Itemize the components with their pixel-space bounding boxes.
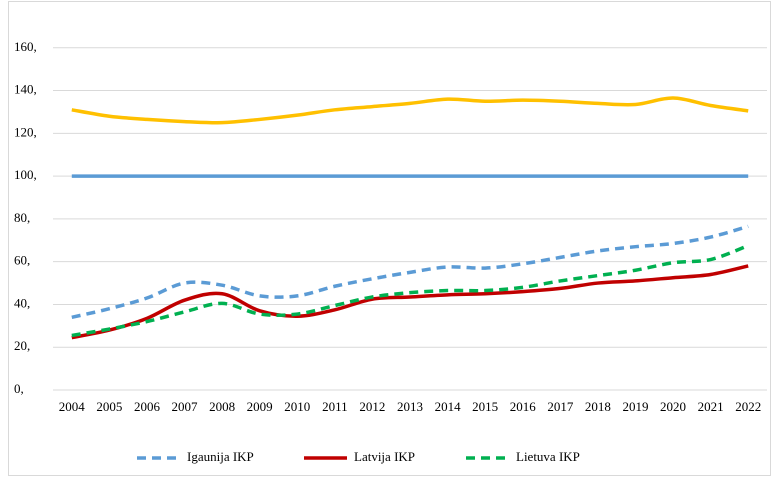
series-line	[71, 224, 749, 319]
series-line	[71, 243, 749, 338]
x-tick-label: 2013	[397, 399, 423, 414]
y-tick-label: 80,	[14, 210, 30, 225]
y-tick-label: 60,	[14, 253, 30, 268]
x-tick-label: 2015	[472, 399, 498, 414]
y-tick-label: 160,	[14, 39, 37, 54]
x-tick-label: 2014	[435, 399, 462, 414]
y-tick-label: 0,	[14, 381, 24, 396]
legend-label: Igaunija IKP	[187, 449, 254, 464]
y-tick-label: 20,	[14, 338, 30, 353]
x-tick-label: 2008	[209, 399, 235, 414]
series-line	[71, 264, 749, 340]
y-tick-label: 100,	[14, 167, 37, 182]
x-tick-label: 2004	[59, 399, 86, 414]
x-tick-label: 2009	[247, 399, 273, 414]
y-tick-label: 120,	[14, 124, 37, 139]
y-tick-label: 40,	[14, 295, 30, 310]
x-tick-label: 2017	[547, 399, 574, 414]
x-tick-label: 2005	[96, 399, 122, 414]
x-tick-label: 2016	[510, 399, 537, 414]
legend-label: Latvija IKP	[354, 449, 415, 464]
x-tick-label: 2019	[622, 399, 648, 414]
legend-label: Lietuva IKP	[516, 449, 580, 464]
y-tick-label: 140,	[14, 82, 37, 97]
x-tick-label: 2006	[134, 399, 161, 414]
series-line	[71, 96, 749, 125]
x-tick-label: 2012	[359, 399, 385, 414]
x-tick-label: 2022	[735, 399, 761, 414]
chart-border	[8, 1, 771, 476]
x-tick-label: 2018	[585, 399, 611, 414]
x-tick-label: 2020	[660, 399, 686, 414]
x-tick-label: 2011	[322, 399, 348, 414]
x-tick-label: 2021	[698, 399, 724, 414]
x-tick-label: 2010	[284, 399, 310, 414]
x-tick-label: 2007	[172, 399, 199, 414]
